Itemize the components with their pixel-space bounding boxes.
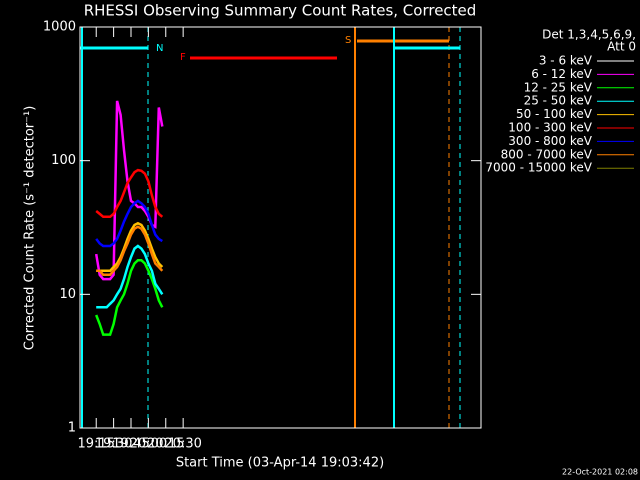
- legend-label: 6 - 12 keV: [531, 67, 593, 81]
- series-line: [96, 244, 164, 309]
- x-axis-label: Start Time (03-Apr-14 19:03:42): [176, 456, 384, 471]
- series-line: [96, 221, 164, 273]
- x-tick-label: 20:15: [147, 437, 184, 452]
- annotations: N F S: [80, 27, 461, 428]
- legend-header: Det 1,3,4,5,6,9,: [542, 28, 636, 42]
- series-line: [95, 258, 164, 336]
- annotation: F: [180, 52, 186, 63]
- y-tick-label: 1000: [43, 20, 76, 35]
- plot-frame: [79, 26, 482, 429]
- chart-title: RHESSI Observing Summary Count Rates, Co…: [84, 2, 477, 20]
- series-line: [95, 132, 164, 223]
- y-axis-label: Corrected Count Rate (s⁻¹ detector⁻¹): [23, 106, 38, 351]
- x-tick-label: 20:00: [130, 437, 167, 452]
- y-tick-label: 100: [51, 153, 76, 168]
- legend-header: Att 0: [607, 40, 636, 54]
- series-line: [95, 199, 163, 248]
- legend-label: 800 - 7000 keV: [501, 147, 593, 161]
- annotation: S: [345, 35, 351, 46]
- y-tick-label: 1: [68, 421, 76, 436]
- legend-label: 12 - 25 keV: [524, 80, 593, 94]
- series-line: [96, 225, 164, 277]
- x-tick-label: 19:45: [112, 437, 149, 452]
- legend-label: 7000 - 15000 keV: [485, 161, 592, 175]
- y-tick-label: 10: [59, 287, 76, 302]
- x-tick-label: 20:30: [164, 437, 201, 452]
- legend-label: 25 - 50 keV: [524, 94, 593, 108]
- x-tick-label: 19:30: [95, 437, 132, 452]
- series-line: [95, 168, 164, 219]
- legend-label: 100 - 300 keV: [508, 121, 592, 135]
- legend-label: 300 - 800 keV: [508, 134, 592, 148]
- x-tick-label: 19:15: [77, 437, 114, 452]
- legend-label: 3 - 6 keV: [539, 54, 593, 68]
- footer: 22-Oct-2021 02:08: [562, 468, 638, 477]
- legend-label: 50 - 100 keV: [516, 107, 593, 121]
- annotation: N: [156, 43, 163, 54]
